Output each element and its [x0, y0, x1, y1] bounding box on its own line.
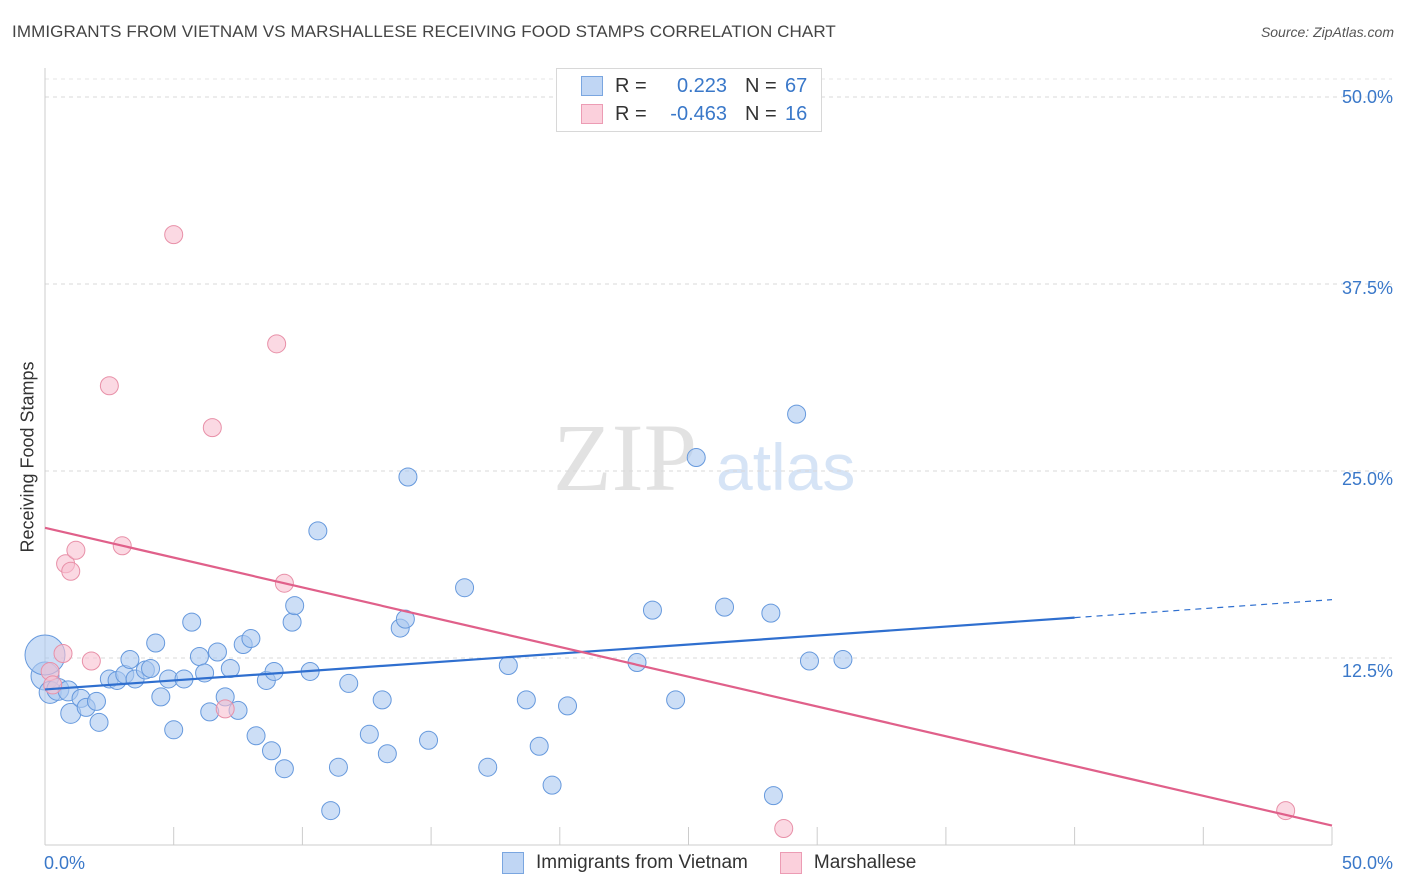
vietnam-point	[419, 730, 439, 750]
vietnam-point	[339, 673, 359, 693]
vietnam-point	[359, 724, 379, 744]
vietnam-point	[285, 596, 305, 616]
vietnam-point	[686, 448, 706, 468]
marshallese-point	[267, 334, 287, 354]
series-legend: Immigrants from Vietnam Marshallese	[502, 852, 948, 874]
series-legend-vietnam: Immigrants from Vietnam	[502, 852, 748, 874]
series-legend-marshallese: Marshallese	[779, 852, 917, 874]
marshallese-trend-line	[44, 526, 1333, 827]
legend-n-value: 67	[785, 74, 808, 97]
marshallese-point	[61, 561, 81, 581]
marshallese-point	[164, 225, 184, 245]
series-swatch-marshallese	[779, 852, 802, 874]
vietnam-point	[200, 702, 220, 722]
vietnam-point	[715, 597, 735, 617]
watermark-atlas: atlas	[716, 430, 855, 504]
vietnam-point	[666, 690, 686, 710]
vietnam-trend-line	[44, 616, 1075, 691]
y-tick-label-12-5: 12.5%	[1341, 661, 1393, 681]
series-label-marshallese: Marshallese	[813, 852, 917, 873]
legend-r-value: 0.223	[676, 74, 727, 97]
marshallese-point	[81, 651, 101, 671]
vietnam-point	[189, 647, 209, 667]
vietnam-point	[542, 775, 562, 795]
vietnam-point	[516, 690, 536, 710]
y-tick-label-50: 50.0%	[1341, 87, 1393, 107]
legend-swatch-vietnam	[581, 76, 603, 96]
series-swatch-vietnam	[502, 852, 524, 874]
vietnam-point	[262, 741, 282, 761]
legend-row-vietnam: R = 0.223 N = 67	[581, 72, 825, 100]
vietnam-point	[799, 651, 819, 671]
legend-r-label: R =	[615, 74, 647, 97]
vietnam-point	[241, 629, 261, 649]
vietnam-point	[321, 801, 341, 821]
series-label-vietnam: Immigrants from Vietnam	[536, 852, 748, 873]
watermark-zip: ZIP	[553, 404, 697, 511]
source-label: Source: ZipAtlas.com	[1260, 24, 1394, 40]
vietnam-point	[761, 603, 781, 623]
vietnam-point	[787, 404, 807, 424]
marshallese-point	[202, 418, 222, 438]
vietnam-point	[89, 712, 109, 732]
vietnam-point	[146, 633, 166, 653]
vietnam-point	[308, 521, 328, 541]
y-axis-title: Receiving Food Stamps	[17, 361, 38, 553]
marshallese-point	[215, 699, 235, 719]
marshallese-point	[53, 644, 73, 664]
vietnam-point	[372, 690, 392, 710]
vietnam-trend-extension	[1074, 599, 1333, 619]
vietnam-point	[264, 661, 284, 681]
vietnam-point	[282, 612, 302, 632]
vietnam-point	[398, 467, 418, 487]
marshallese-point	[99, 376, 119, 396]
vietnam-point	[246, 726, 266, 746]
vietnam-point	[642, 600, 662, 620]
legend-r-value: -0.463	[670, 102, 727, 125]
marshallese-point	[774, 819, 794, 839]
legend-r-label: R =	[615, 102, 647, 125]
vietnam-point	[207, 642, 227, 662]
vietnam-point	[328, 757, 348, 777]
vietnam-point	[164, 720, 184, 740]
vietnam-point	[498, 655, 518, 675]
vietnam-point	[274, 759, 294, 779]
marshallese-point	[43, 675, 63, 695]
legend-n-label: N =	[745, 74, 777, 97]
vietnam-point	[833, 649, 853, 669]
vietnam-point	[141, 658, 161, 678]
x-tick-label-50: 50.0%	[1341, 853, 1393, 873]
legend-swatch-marshallese	[581, 104, 603, 124]
vietnam-point	[377, 744, 397, 764]
vietnam-point	[86, 691, 106, 711]
vietnam-point	[763, 786, 783, 806]
vietnam-point	[120, 649, 140, 669]
chart-title: IMMIGRANTS FROM VIETNAM VS MARSHALLESE R…	[12, 22, 836, 41]
vietnam-point	[151, 687, 171, 707]
vietnam-point	[558, 696, 578, 716]
stats-legend: R = 0.223 N = 67 R = -0.463 N = 16	[556, 68, 822, 132]
y-tick-label-37-5: 37.5%	[1341, 278, 1393, 298]
legend-n-value: 16	[785, 102, 808, 125]
x-tick-label-0: 0.0%	[44, 853, 86, 873]
vietnam-point	[529, 736, 549, 756]
vietnam-point	[220, 658, 240, 678]
y-tick-label-25: 25.0%	[1341, 469, 1393, 489]
legend-n-label: N =	[745, 102, 777, 125]
vietnam-point	[182, 612, 202, 632]
marshallese-point	[66, 540, 86, 560]
legend-row-marshallese: R = -0.463 N = 16	[581, 100, 825, 128]
vietnam-point	[478, 757, 498, 777]
vietnam-point	[455, 578, 475, 598]
